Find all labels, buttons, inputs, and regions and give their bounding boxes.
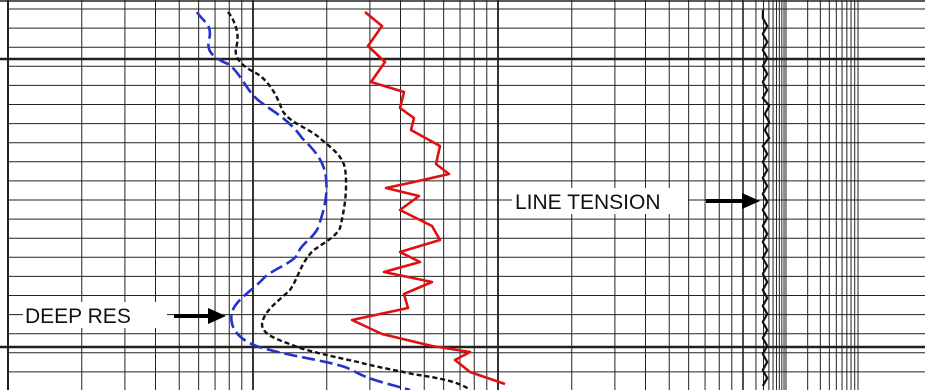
line-tension-arrow <box>706 193 760 209</box>
deep-res-label: DEEP RES <box>25 305 131 328</box>
gamma-ray-curve <box>350 10 506 386</box>
shallow-resistivity-curve <box>195 11 411 390</box>
line-tension-curve <box>761 9 771 387</box>
line-tension-label: LINE TENSION <box>515 191 660 214</box>
grid-horizontal-minor <box>8 8 925 373</box>
grid-vertical-minor <box>7 0 859 390</box>
deep-res-label-bg <box>23 302 167 328</box>
deep-resistivity-curve <box>227 11 471 390</box>
line-tension-label-bg <box>512 188 688 214</box>
deep-res-arrow <box>174 308 226 324</box>
